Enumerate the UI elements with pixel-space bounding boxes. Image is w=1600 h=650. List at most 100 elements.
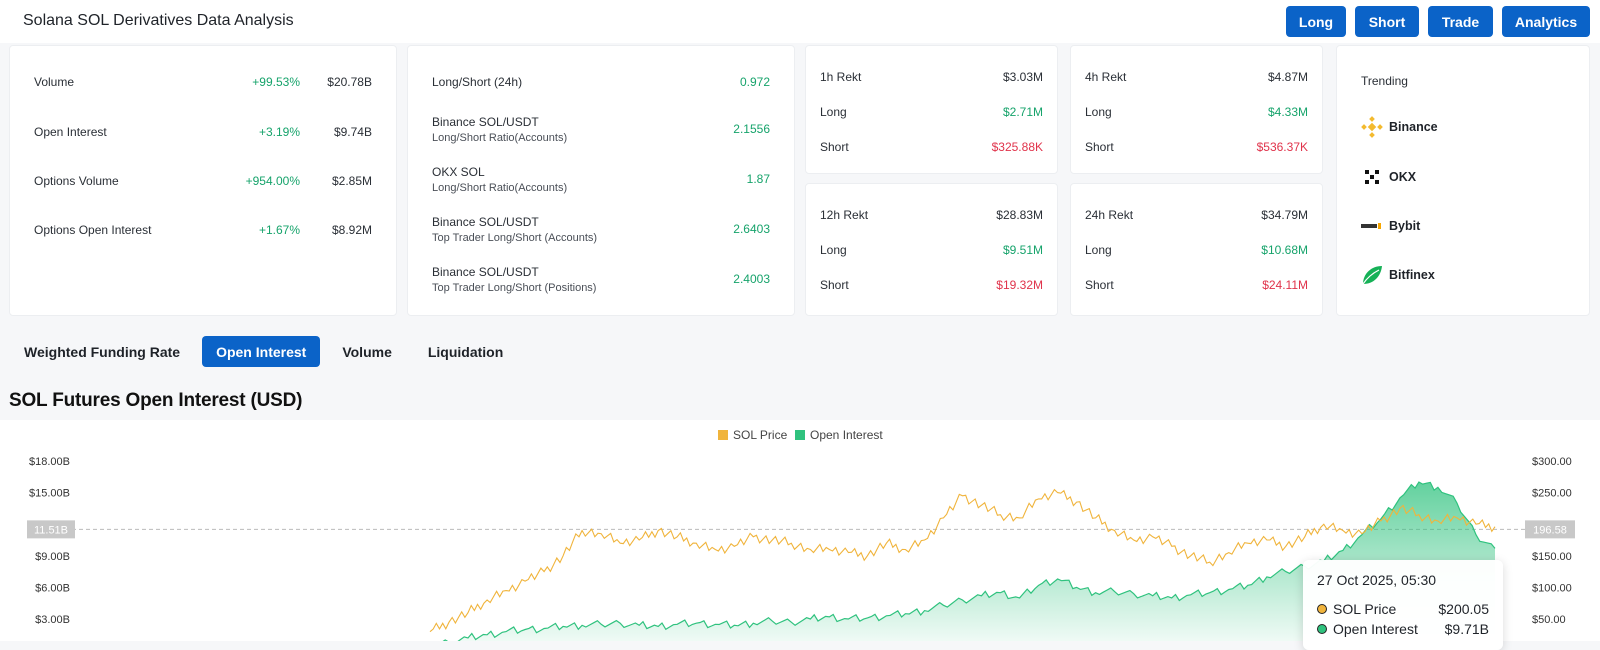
rekt-total-row: 12h Rekt $28.83M [820, 208, 1043, 222]
open-interest-chart[interactable]: SOL Price Open Interest $18.00B $15.00B $9… [0, 420, 1600, 649]
left-axis-tick: $9.00B [35, 551, 70, 563]
top-bar: Solana SOL Derivatives Data Analysis Lon… [0, 0, 1600, 43]
right-axis: $300.00 $250.00 $150.00 $100.00 $50.00 [1532, 456, 1572, 626]
rekt-total-row: 4h Rekt $4.87M [1085, 70, 1308, 84]
analytics-button[interactable]: Analytics [1502, 6, 1590, 37]
short-button[interactable]: Short [1355, 6, 1419, 37]
summary-value: $20.78B [327, 75, 372, 89]
tooltip-oi-value: $9.71B [1444, 621, 1489, 637]
trending-exchange-name: Binance [1389, 120, 1438, 134]
rekt-total-row: 1h Rekt $3.03M [820, 70, 1043, 84]
rekt-long-row: Long $9.51M [820, 243, 1043, 257]
ls-label: Binance SOL/USDT [432, 265, 539, 279]
rekt-long-value: $2.71M [1002, 105, 1043, 119]
bitfinex-logo-icon [1361, 264, 1383, 286]
rekt-short-row: Short $24.11M [1085, 278, 1308, 292]
rekt-1h-card: 1h Rekt $3.03M Long $2.71M Short $325.88K [805, 45, 1058, 174]
crosshair-right-bg [1525, 520, 1575, 539]
summary-value: $8.92M [331, 223, 372, 237]
rekt-total: $28.83M [996, 208, 1043, 222]
ls-value: 1.87 [746, 172, 770, 186]
legend-swatch-oi [795, 430, 805, 440]
trending-item-bybit[interactable]: Bybit [1361, 215, 1420, 237]
header-buttons: Long Short Trade Analytics [1286, 6, 1590, 37]
rekt-short-value: $325.88K [991, 140, 1043, 154]
summary-change: +3.19% [258, 125, 300, 139]
ls-row: Binance SOL/USDT Long/Short Ratio(Accoun… [432, 115, 770, 144]
rekt-short-label: Short [820, 278, 849, 292]
summary-card: Volume +99.53% $20.78B Open Interest +3.… [9, 45, 397, 316]
rekt-long-row: Long $4.33M [1085, 105, 1308, 119]
summary-change: +1.67% [258, 223, 300, 237]
trending-title: Trending [1361, 74, 1408, 88]
summary-value: $2.85M [331, 174, 372, 188]
trending-card: Trending Binance OKX Bybit Bitfinex [1336, 45, 1590, 316]
right-axis-tick: $150.00 [1532, 551, 1572, 563]
legend-label-oi[interactable]: Open Interest [810, 428, 883, 442]
rekt-long-label: Long [820, 243, 847, 257]
rekt-12h-card: 12h Rekt $28.83M Long $9.51M Short $19.32M [805, 183, 1058, 316]
left-axis-tick: $15.00B [29, 488, 70, 500]
summary-value: $9.74B [333, 125, 372, 139]
long-short-card: Long/Short (24h) 0.972 Binance SOL/USDT … [407, 45, 795, 316]
tab-liquidation[interactable]: Liquidation [427, 343, 504, 360]
rekt-short-row: Short $536.37K [1085, 140, 1308, 154]
rekt-short-row: Short $325.88K [820, 140, 1043, 154]
okx-logo-icon [1361, 166, 1383, 188]
rekt-long-row: Long $2.71M [820, 105, 1043, 119]
summary-change: +99.53% [252, 75, 300, 89]
tab-weighted-funding-rate[interactable]: Weighted Funding Rate [24, 343, 181, 360]
chart-title: SOL Futures Open Interest (USD) [9, 390, 303, 411]
binance-logo-icon [1361, 116, 1383, 138]
open-interest-area [430, 482, 1495, 648]
summary-label: Volume [34, 75, 75, 89]
chart-tooltip: 27 Oct 2025, 05:30 SOL Price $200.05 Ope… [1303, 560, 1503, 650]
rekt-long-value: $9.51M [1002, 243, 1043, 257]
rekt-long-label: Long [1085, 243, 1112, 257]
summary-label: Options Volume [34, 174, 119, 188]
trending-exchange-name: Bitfinex [1389, 268, 1435, 282]
ls-value: 2.4003 [733, 272, 770, 286]
rekt-long-value: $10.68M [1261, 243, 1308, 257]
rekt-24h-card: 24h Rekt $34.79M Long $10.68M Short $24.11M [1070, 183, 1323, 316]
rekt-title: 12h Rekt [820, 208, 869, 222]
ls-row: OKX SOL Long/Short Ratio(Accounts) 1.87 [432, 165, 770, 194]
tab-volume[interactable]: Volume [342, 343, 392, 360]
trade-button[interactable]: Trade [1428, 6, 1493, 37]
bybit-logo-icon [1361, 215, 1383, 237]
ls-label: Binance SOL/USDT [432, 115, 539, 129]
ls-value: 2.1556 [733, 122, 770, 136]
crosshair-right-label: 196.58 [1533, 524, 1567, 536]
rekt-total-row: 24h Rekt $34.79M [1085, 208, 1308, 222]
ls-row: Long/Short (24h) 0.972 [432, 75, 770, 89]
rekt-total: $3.03M [1002, 70, 1043, 84]
rekt-long-value: $4.33M [1267, 105, 1308, 119]
tooltip-row-price: SOL Price $200.05 [1317, 601, 1489, 617]
left-axis-tick: $3.00B [35, 614, 70, 626]
rekt-short-label: Short [820, 140, 849, 154]
ls-label: Long/Short (24h) [432, 75, 523, 89]
tooltip-oi-label: Open Interest [1333, 621, 1418, 637]
rekt-total: $4.87M [1267, 70, 1308, 84]
ls-sublabel: Long/Short Ratio(Accounts) [432, 182, 568, 194]
long-button[interactable]: Long [1286, 6, 1346, 37]
trending-exchange-name: OKX [1389, 170, 1417, 184]
tooltip-date: 27 Oct 2025, 05:30 [1317, 572, 1437, 588]
trending-item-binance[interactable]: Binance [1361, 116, 1438, 138]
rekt-4h-card: 4h Rekt $4.87M Long $4.33M Short $536.37K [1070, 45, 1323, 174]
tooltip-oi-dot-icon [1317, 624, 1327, 634]
page-title: Solana SOL Derivatives Data Analysis [23, 12, 294, 29]
rekt-long-label: Long [820, 105, 847, 119]
rekt-total: $34.79M [1261, 208, 1308, 222]
trending-item-okx[interactable]: OKX [1361, 166, 1416, 188]
legend-label-price[interactable]: SOL Price [733, 428, 788, 442]
left-axis-tick: $18.00B [29, 456, 70, 468]
rekt-title: 24h Rekt [1085, 208, 1134, 222]
trending-item-bitfinex[interactable]: Bitfinex [1361, 264, 1435, 286]
tooltip-price-dot-icon [1317, 604, 1327, 614]
rekt-title: 1h Rekt [820, 70, 862, 84]
left-axis-tick: $6.00B [35, 582, 70, 594]
chart-tabs: Weighted Funding Rate Open Interest Volu… [10, 336, 517, 367]
rekt-long-label: Long [1085, 105, 1112, 119]
tab-open-interest[interactable]: Open Interest [202, 336, 321, 367]
